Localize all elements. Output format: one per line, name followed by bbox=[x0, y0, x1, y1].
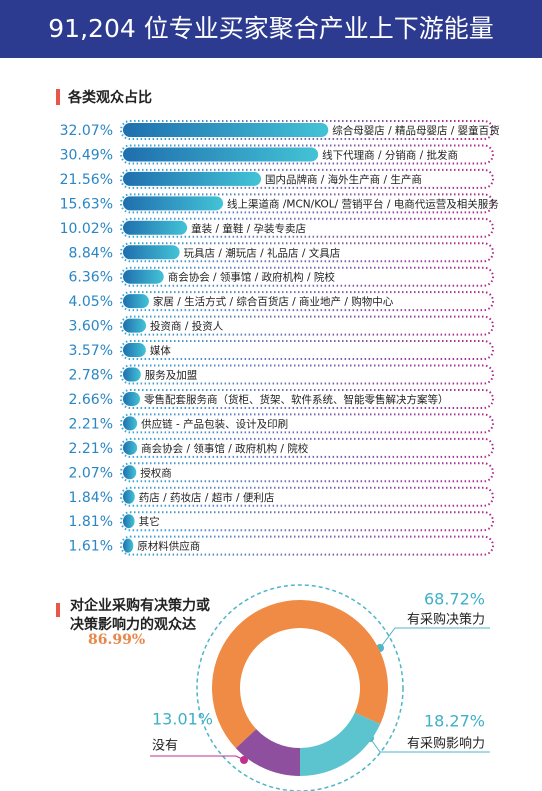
bar-track bbox=[120, 413, 494, 434]
bar-track bbox=[120, 168, 494, 189]
bar bbox=[123, 391, 141, 406]
slice-value-label: 13.01% bbox=[152, 710, 213, 729]
category-label: 商会协会 / 领事馆 / 政府机构 / 院校 bbox=[168, 271, 336, 284]
value-label: 2.66% bbox=[69, 392, 113, 408]
slice-label: 没有 bbox=[152, 739, 178, 754]
category-label: 国内品牌商 / 海外生产商 / 生产商 bbox=[265, 173, 422, 186]
value-label: 15.63% bbox=[60, 196, 113, 212]
bar-track bbox=[120, 266, 494, 287]
category-label: 童装 / 童鞋 / 孕装专卖店 bbox=[191, 222, 306, 235]
category-label: 投资商 / 投资人 bbox=[150, 320, 224, 333]
bar-track bbox=[120, 535, 494, 556]
category-label: 线上渠道商 /MCN/KOL/ 营销平台 / 电商代运营及相关服务 bbox=[227, 197, 499, 210]
bar bbox=[123, 318, 147, 333]
value-label: 6.36% bbox=[69, 270, 113, 286]
value-label: 21.56% bbox=[60, 172, 113, 188]
slice-value-label: 18.27% bbox=[424, 712, 485, 731]
value-label: 2.07% bbox=[69, 465, 113, 481]
bar bbox=[123, 196, 224, 211]
section-marker bbox=[56, 89, 60, 105]
bar bbox=[123, 465, 137, 480]
value-label: 30.49% bbox=[60, 147, 113, 163]
value-label: 1.81% bbox=[69, 514, 113, 530]
value-label: 10.02% bbox=[60, 221, 113, 237]
value-label: 2.78% bbox=[69, 368, 113, 384]
slice-label: 有采购决策力 bbox=[407, 612, 485, 628]
page-title: 91,204 位专业买家聚合产业上下游能量 bbox=[48, 14, 493, 43]
value-label: 1.84% bbox=[69, 490, 113, 506]
header-band bbox=[0, 0, 542, 58]
section-title: 各类观众占比 bbox=[67, 89, 152, 106]
bar-track bbox=[120, 120, 494, 140]
bar bbox=[123, 343, 146, 358]
bar-track bbox=[120, 217, 494, 238]
leader-dot bbox=[240, 756, 248, 764]
value-label: 1.61% bbox=[69, 539, 113, 555]
category-label: 综合母婴店 / 精品母婴店 / 婴童百货 bbox=[332, 124, 499, 137]
section-marker bbox=[56, 603, 60, 617]
category-label: 服务及加盟 bbox=[145, 369, 198, 382]
donut-slice bbox=[300, 712, 381, 776]
category-label: 媒体 bbox=[150, 344, 171, 357]
bar bbox=[123, 220, 188, 235]
category-label: 其它 bbox=[139, 515, 160, 528]
category-label: 零售配套服务商（货柜、货架、软件系统、智能零售解决方案等） bbox=[144, 393, 449, 406]
bar bbox=[123, 147, 319, 162]
bar bbox=[123, 294, 149, 309]
bar-track bbox=[120, 144, 494, 165]
value-label: 4.05% bbox=[69, 294, 113, 310]
bar bbox=[123, 367, 141, 382]
category-label: 授权商 bbox=[140, 466, 172, 479]
category-label: 玩具店 / 潮玩店 / 礼品店 / 文具店 bbox=[184, 246, 341, 259]
category-label: 线下代理商 / 分销商 / 批发商 bbox=[322, 148, 458, 161]
value-label: 3.57% bbox=[69, 343, 113, 359]
bar bbox=[123, 489, 135, 504]
dashed-ring bbox=[196, 584, 404, 791]
bar bbox=[123, 538, 134, 553]
bar bbox=[123, 416, 138, 431]
bar-track bbox=[120, 242, 494, 263]
value-label: 8.84% bbox=[69, 245, 113, 261]
bar bbox=[123, 269, 164, 284]
donut-title: 对企业采购有决策力或决策影响力的观众达 bbox=[70, 598, 210, 633]
bar-track bbox=[120, 193, 494, 214]
bar bbox=[123, 514, 135, 529]
bar bbox=[123, 123, 329, 137]
category-label: 供应链 - 产品包装、设计及印刷 bbox=[141, 417, 288, 430]
slice-label: 有采购影响力 bbox=[407, 736, 485, 752]
value-label: 32.07% bbox=[60, 123, 113, 139]
bar-track bbox=[120, 340, 494, 361]
slice-value-label: 68.72% bbox=[424, 590, 485, 609]
value-label: 3.60% bbox=[69, 319, 113, 335]
bar-track bbox=[120, 437, 494, 458]
bar-track bbox=[120, 291, 494, 312]
category-label: 家居 / 生活方式 / 综合百货店 / 商业地产 / 购物中心 bbox=[153, 295, 394, 308]
bar-track bbox=[120, 486, 494, 507]
value-label: 2.21% bbox=[69, 416, 113, 432]
leader-line bbox=[369, 737, 490, 753]
donut-slice bbox=[212, 600, 388, 749]
bar-track bbox=[120, 364, 494, 385]
bar bbox=[123, 440, 138, 455]
value-label: 2.21% bbox=[69, 441, 113, 457]
bar bbox=[123, 171, 261, 186]
bar-track bbox=[120, 511, 494, 532]
leader-line bbox=[150, 755, 245, 761]
leader-line bbox=[379, 627, 490, 649]
donut-annotation: 86.99% bbox=[88, 632, 146, 648]
bar-track bbox=[120, 315, 494, 336]
bar-track bbox=[120, 388, 494, 409]
bar-track bbox=[120, 462, 494, 483]
bar bbox=[123, 245, 180, 260]
category-label: 原材料供应商 bbox=[137, 540, 200, 553]
donut-slice bbox=[235, 729, 301, 777]
category-label: 药店 / 药妆店 / 超市 / 便利店 bbox=[139, 491, 275, 504]
category-label: 商会协会 / 领事馆 / 政府机构 / 院校 bbox=[141, 442, 309, 455]
